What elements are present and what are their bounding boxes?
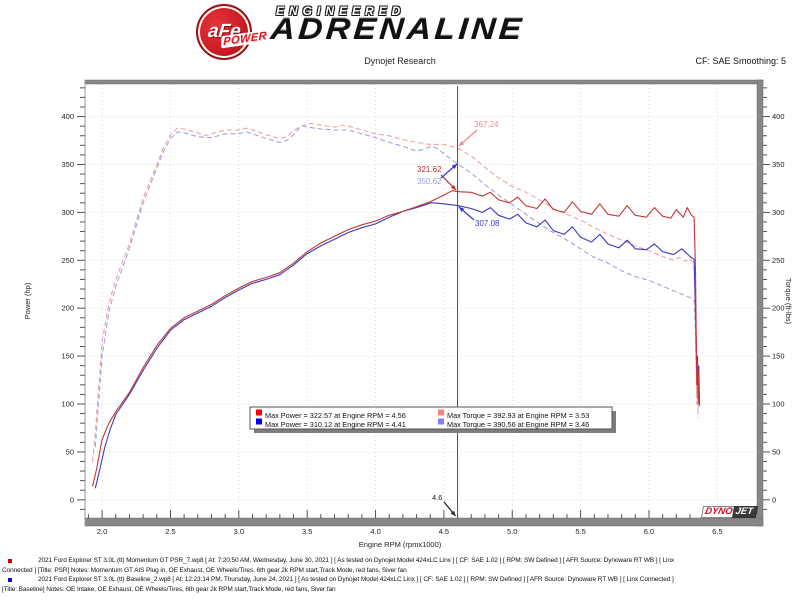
x-tick-label: 4.0 — [370, 527, 380, 536]
y-tick-label-right: 350 — [772, 160, 785, 169]
annotation-arrow-350.62-head — [451, 164, 457, 169]
annotation-arrow-307.08-head — [459, 207, 465, 212]
x-tick-label: 2.0 — [97, 527, 107, 536]
y-tick-label-right: 0 — [772, 495, 776, 504]
x-axis-title: Engine RPM (rpmx1000) — [359, 540, 442, 549]
run2-description-line2: [Title: Baseline] Notes: OE Intake, OE E… — [2, 585, 336, 593]
run-descriptions: 2021 Ford Explorer ST 3.0L (tt) Momentum… — [0, 556, 798, 594]
x-tick-label: 3.5 — [302, 527, 312, 536]
legend-box[interactable] — [249, 406, 613, 430]
cursor-label: 4.6 — [432, 493, 442, 502]
chart-subtitle: Dynojet Research — [364, 56, 436, 66]
curve-afe-power — [91, 190, 701, 487]
y-axis-title-left: Power (hp) — [23, 282, 32, 319]
engineered-wordmark: ENGINEERED — [276, 4, 406, 18]
axis-bar-right — [756, 79, 764, 527]
correction-factor-label: CF: SAE Smoothing: 5 — [695, 56, 786, 66]
legend-swatch-afe-power — [256, 409, 262, 416]
legend-swatch-baseline-power — [256, 418, 262, 425]
y-tick-label-left: 150 — [61, 352, 74, 361]
legend-label-baseline-torque: Max Torque = 390.56 at Engine RPM = 3.46 — [447, 420, 589, 429]
run2-description-line1: 2021 Ford Explorer ST 3.0L (tt) Baseline… — [38, 576, 674, 583]
x-tick-label: 2.5 — [165, 527, 175, 536]
x-tick-label: 4.5 — [439, 527, 449, 536]
axis-bar-top — [84, 79, 764, 85]
x-tick-label: 5.0 — [507, 527, 517, 536]
annotation-arrow-321.62-head — [450, 184, 456, 190]
run2-bullet — [8, 577, 12, 582]
annotation-label-307.08: 307.08 — [475, 219, 500, 228]
y-tick-label-left: 400 — [61, 112, 74, 121]
annotation-label-321.62: 321.62 — [417, 165, 442, 174]
run1-description-line2: Connected ] [Title: PSR] Notes: Momentum… — [2, 566, 407, 574]
dynojet-logo: DYNO JET — [700, 506, 758, 518]
y-tick-label-left: 200 — [61, 304, 74, 313]
x-tick-label: 5.5 — [575, 527, 585, 536]
y-tick-label-left: 250 — [61, 256, 74, 265]
y-axis-title-right: Torque (ft-lbs) — [784, 278, 793, 325]
y-tick-label-right: 300 — [772, 208, 785, 217]
y-tick-label-right: 200 — [772, 304, 785, 313]
curve-baseline-power — [94, 202, 700, 489]
y-tick-label-right: 150 — [772, 352, 785, 361]
dynojet-logo-jet: JET — [732, 506, 758, 518]
dynojet-logo-dyno: DYNO — [700, 506, 735, 518]
cursor-arrow-head — [450, 510, 456, 516]
legend-label-afe-torque: Max Torque = 392.93 at Engine RPM = 3.53 — [447, 411, 589, 420]
legend-swatch-afe-torque — [438, 409, 444, 416]
y-tick-label-left: 350 — [61, 160, 74, 169]
x-tick-label: 3.0 — [234, 527, 244, 536]
annotation-label-350.62: 350.62 — [417, 177, 442, 186]
afe-power-logo: aFe — [196, 4, 252, 60]
curve-afe-torque — [91, 122, 699, 462]
y-tick-label-right: 250 — [772, 256, 785, 265]
legend-swatch-baseline-torque — [438, 418, 444, 425]
y-tick-label-left: 300 — [61, 208, 74, 217]
curve-baseline-torque — [94, 125, 699, 448]
legend-label-baseline-power: Max Power = 310.12 at Engine RPM = 4.41 — [265, 420, 406, 429]
run1-description-line1: 2021 Ford Explorer ST 3.0L (tt) Momentum… — [38, 557, 675, 564]
run1-bullet — [8, 558, 12, 563]
y-tick-label-right: 100 — [772, 399, 785, 408]
axis-bar-bottom — [84, 517, 764, 527]
x-tick-label: 6.5 — [712, 527, 722, 536]
annotation-arrow-367.24-head — [459, 140, 465, 146]
y-tick-label-left: 100 — [61, 399, 74, 408]
annotation-label-367.24: 367.24 — [474, 120, 499, 129]
y-tick-label-left: 0 — [70, 495, 74, 504]
y-tick-label-right: 50 — [772, 447, 780, 456]
legend-label-afe-power: Max Power = 322.57 at Engine RPM = 4.56 — [265, 411, 406, 420]
y-tick-label-left: 50 — [66, 447, 74, 456]
y-tick-label-right: 400 — [772, 112, 785, 121]
x-tick-label: 6.0 — [644, 527, 654, 536]
